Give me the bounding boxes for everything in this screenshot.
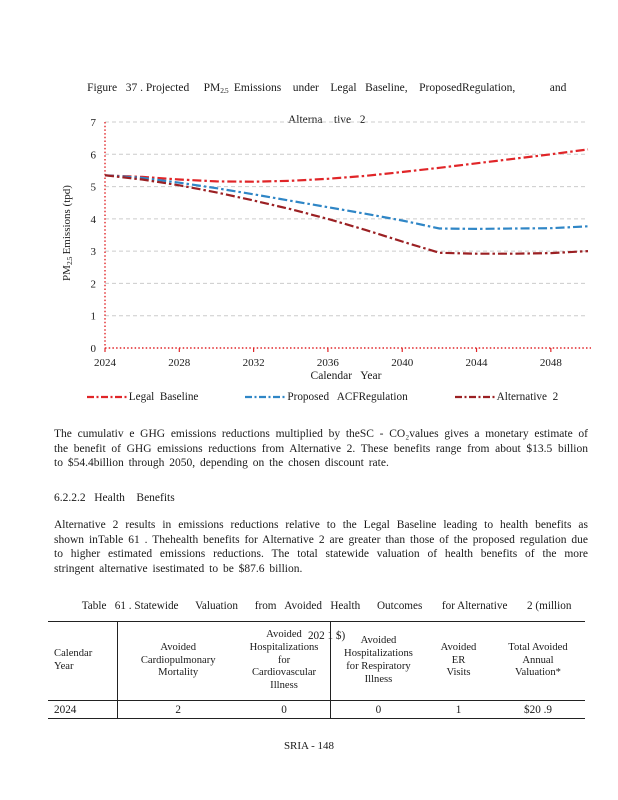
legend-line-icon bbox=[454, 395, 495, 399]
chart-legend: Legal Baseline Proposed ACFRegulation Al… bbox=[48, 391, 596, 403]
table-caption: Table 61 . Statewide Valuation from Avoi… bbox=[43, 584, 599, 659]
table-cell: 2 bbox=[175, 703, 181, 716]
y-tick-label: 1 bbox=[91, 311, 97, 323]
y-tick-label: 2 bbox=[91, 278, 97, 290]
y-tick-label: 7 bbox=[91, 117, 97, 129]
x-axis-title: Calendar Year bbox=[310, 370, 382, 382]
x-tick-label: 2024 bbox=[94, 357, 117, 369]
table-caption-line1: Table 61 . Statewide Valuation from Avoi… bbox=[81, 600, 572, 612]
page-footer: SRIA - 148 bbox=[283, 740, 335, 752]
y-tick-label: 4 bbox=[91, 214, 97, 226]
y-axis-title: PM2.5 Emissions (tpd) bbox=[61, 185, 74, 281]
table-row: 2024 2 0 0 1 $20 .9 bbox=[48, 700, 585, 719]
table-header-cell: Total Avoided Annual Valuation* bbox=[490, 621, 585, 701]
paragraph-health-benefits: Alternative 2 results in emissions reduc… bbox=[54, 519, 588, 575]
legend-label: Legal Baseline bbox=[128, 391, 199, 403]
figure-caption: Figure 37 . Projected PM2.5 Emissions un… bbox=[43, 66, 599, 143]
pm25-subscript: 2.5 bbox=[220, 86, 229, 95]
x-tick-label: 2044 bbox=[466, 357, 489, 369]
table-header-cell: Avoided Hospitalizations for Cardiovascu… bbox=[238, 621, 331, 701]
table-header-cell: Calendar Year bbox=[48, 621, 119, 701]
legend-line-icon bbox=[245, 395, 286, 399]
legend-line-icon bbox=[86, 395, 127, 399]
health-valuation-table: Calendar Year Avoided Cardiopulmonary Mor… bbox=[48, 621, 585, 719]
table-header-cell: Avoided ER Visits bbox=[426, 621, 491, 701]
legend-label: Proposed ACFRegulation bbox=[287, 391, 408, 403]
legend-label: Alternative 2 bbox=[496, 391, 559, 403]
x-tick-label: 2040 bbox=[391, 357, 414, 369]
y-tick-label: 5 bbox=[91, 182, 97, 194]
series-legal-baseline bbox=[104, 148, 589, 183]
table-cell: 2024 bbox=[48, 700, 119, 719]
legend-item-legal-baseline: Legal Baseline bbox=[86, 391, 199, 403]
table-header-row: Calendar Year Avoided Cardiopulmonary Mor… bbox=[48, 621, 585, 701]
table-cell: 1 bbox=[455, 703, 462, 716]
x-tick-label: 2032 bbox=[243, 357, 265, 369]
table-header-cell: Avoided Hospitalizations for Respiratory… bbox=[330, 621, 427, 701]
table-header-cell: Avoided Cardiopulmonary Mortality bbox=[117, 621, 239, 701]
y-axis-subscript: 2.5 bbox=[65, 257, 74, 266]
figure-caption-line1: Figure 37 . Projected PM2.5 Emissions un… bbox=[87, 82, 567, 95]
series-proposed-acf-regulation bbox=[104, 174, 589, 231]
legend-item-alternative-2: Alternative 2 bbox=[454, 391, 559, 403]
chart-canvas: 0 1 2 3 4 5 6 7 2024 2028 2032 2036 2040 2044 2048 bbox=[91, 117, 591, 369]
table-cell: $20 .9 bbox=[524, 703, 552, 716]
table-cell: 0 bbox=[238, 700, 331, 719]
emissions-line-chart: 0 1 2 3 4 5 6 7 2024 2028 2032 2036 2040 2044 2048 bbox=[48, 112, 596, 374]
x-tick-label: 2048 bbox=[540, 357, 563, 369]
x-tick-label: 2028 bbox=[168, 357, 191, 369]
table-cell: 0 bbox=[375, 703, 382, 716]
paragraph-ghg-benefits: The cumulativ e GHG emissions reductions… bbox=[54, 428, 588, 469]
section-heading: 6.2.2.2 Health Benefits bbox=[54, 492, 175, 504]
table-body: 2024 2 0 0 1 $20 .9 bbox=[48, 700, 585, 719]
series-alternative-2 bbox=[104, 174, 589, 255]
figure-caption-line2: Alterna tive 2 bbox=[287, 114, 366, 126]
y-tick-label: 0 bbox=[91, 343, 97, 355]
y-tick-label: 6 bbox=[91, 149, 97, 161]
x-tick-label: 2036 bbox=[317, 357, 340, 369]
legend-item-proposed-acf: Proposed ACFRegulation bbox=[244, 391, 408, 403]
y-tick-label: 3 bbox=[91, 246, 97, 258]
